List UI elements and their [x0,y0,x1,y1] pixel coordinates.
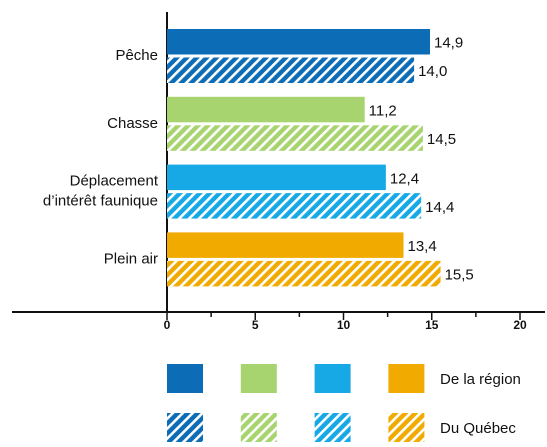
category-label: d’intérêt faunique [43,193,158,210]
category-label: Déplacement [70,173,159,190]
value-label: 11,2 [369,103,397,120]
x-tick-label: 5 [252,318,259,332]
x-tick-label: 15 [425,318,439,332]
legend-swatch [167,364,203,393]
value-label: 15,5 [445,267,474,284]
value-label: 14,4 [425,199,454,216]
bar [167,57,415,83]
x-tick-label: 20 [513,318,527,332]
legend-swatch [388,364,425,393]
bar [167,96,365,123]
value-label: 14,0 [418,63,447,80]
value-label: 12,4 [390,170,419,187]
bar [167,193,422,219]
value-label: 14,5 [427,131,456,148]
legend-swatch [388,413,425,442]
bar [167,232,404,258]
category-label: Plein air [104,250,158,267]
legend-label: De la région [440,371,521,388]
bar [167,125,423,151]
category-label: Chasse [107,115,158,132]
x-tick-label: 10 [337,318,351,332]
value-label: 14,9 [434,35,463,52]
legend-label: Du Québec [440,420,516,437]
legend-swatch [167,413,203,442]
category-label: Pêche [115,47,158,64]
legend-swatch [240,413,277,442]
bar [167,29,430,55]
legend-swatch [240,364,277,393]
legend-swatch [314,364,351,393]
x-tick-label: 0 [164,318,171,332]
bar [167,164,386,191]
legend-swatch [314,413,351,442]
value-label: 13,4 [408,238,437,255]
bar [167,260,441,287]
